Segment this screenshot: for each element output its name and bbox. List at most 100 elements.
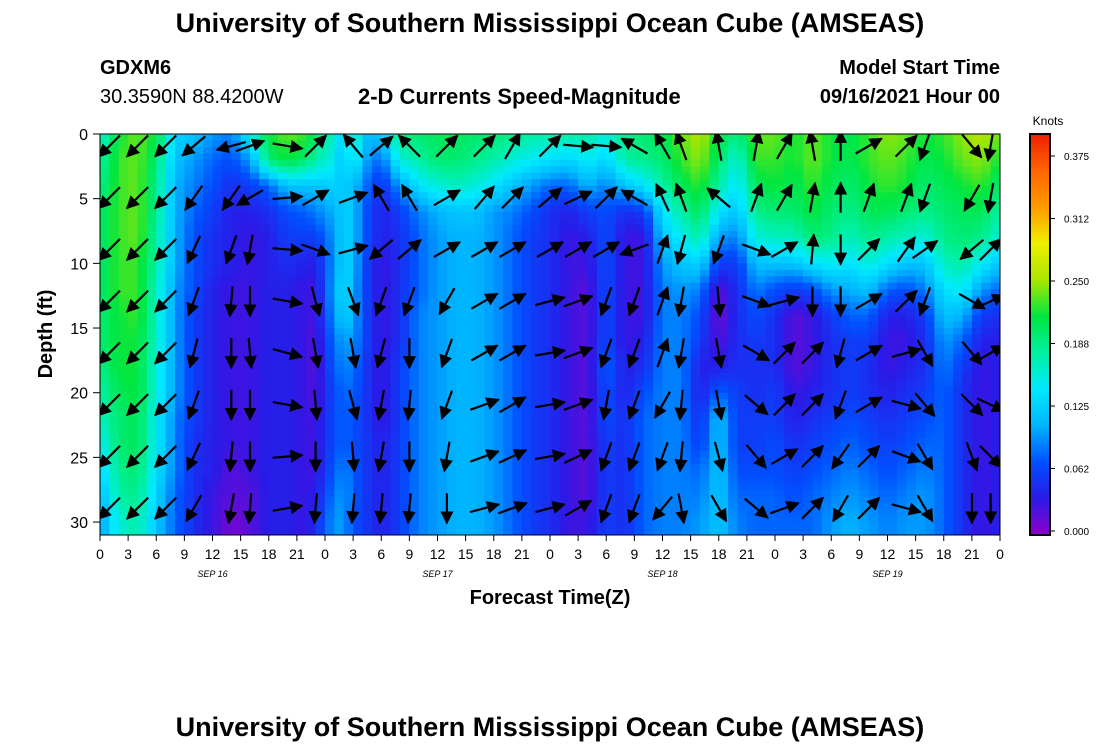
heat-cell xyxy=(737,224,748,232)
heat-cell xyxy=(250,528,260,535)
heat-cell xyxy=(784,256,795,264)
heat-cell xyxy=(268,450,279,458)
heat-cell xyxy=(475,373,485,381)
station-id: GDXM6 xyxy=(100,57,172,79)
heat-cell xyxy=(353,134,364,142)
heat-cell xyxy=(662,496,673,504)
heat-cell xyxy=(446,282,457,290)
heat-cell xyxy=(521,295,532,303)
heat-cell xyxy=(784,418,795,426)
heat-cell xyxy=(746,366,757,374)
heat-cell xyxy=(287,418,298,426)
heat-cell xyxy=(137,476,148,484)
heat-cell xyxy=(606,463,617,471)
heat-cell xyxy=(728,340,739,349)
heat-cell xyxy=(765,347,776,355)
heat-cell xyxy=(456,166,467,174)
heat-cell xyxy=(493,496,504,504)
heat-cell xyxy=(587,470,598,478)
heat-cell xyxy=(775,418,785,426)
heat-cell xyxy=(634,192,645,200)
heat-cell xyxy=(671,470,682,478)
heat-cell xyxy=(212,231,223,239)
heat-cell xyxy=(765,379,776,387)
heat-cell xyxy=(793,431,804,439)
heat-cell xyxy=(418,289,429,297)
heat-cell xyxy=(615,328,626,336)
heat-cell xyxy=(493,276,504,284)
heat-cell xyxy=(165,496,176,504)
heat-cell xyxy=(793,392,804,400)
heat-cell xyxy=(212,489,223,497)
heat-cell xyxy=(175,256,185,264)
heat-cell xyxy=(662,476,673,484)
heat-cell xyxy=(334,185,345,193)
heat-cell xyxy=(409,263,420,271)
heat-cell xyxy=(203,185,214,193)
heat-cell xyxy=(250,522,260,530)
heat-cell xyxy=(765,224,776,232)
heat-cell xyxy=(175,237,185,245)
heat-cell xyxy=(381,425,392,433)
heat-cell xyxy=(250,256,260,264)
heat-cell xyxy=(643,224,654,232)
heat-cell xyxy=(793,476,804,484)
heat-cell xyxy=(418,405,429,413)
heat-cell xyxy=(343,211,354,219)
heat-cell xyxy=(165,172,176,180)
heat-cell xyxy=(268,192,279,200)
heat-cell xyxy=(625,218,635,226)
heat-cell xyxy=(700,437,710,446)
heat-cell xyxy=(643,276,654,284)
heat-cell xyxy=(784,476,795,484)
heat-cell xyxy=(165,153,176,161)
heat-cell xyxy=(550,483,560,491)
heat-cell xyxy=(118,321,129,329)
heat-cell xyxy=(475,412,485,420)
heat-cell xyxy=(212,360,223,368)
heat-cell xyxy=(568,483,579,491)
heat-cell xyxy=(625,470,635,478)
heat-cell xyxy=(681,437,692,446)
heat-cell xyxy=(400,347,410,355)
heat-cell xyxy=(362,431,373,439)
heat-cell xyxy=(540,250,551,258)
heat-cell xyxy=(784,198,795,206)
heat-cell xyxy=(615,192,626,200)
heat-cell xyxy=(184,399,195,407)
heat-cell xyxy=(475,444,485,452)
heat-cell xyxy=(803,340,814,349)
heat-cell xyxy=(681,353,692,361)
heat-cell xyxy=(578,437,589,446)
heat-cell xyxy=(625,315,635,323)
heat-cell xyxy=(456,140,467,148)
heat-cell xyxy=(587,463,598,471)
heat-cell xyxy=(793,379,804,387)
heat-cell xyxy=(175,483,185,491)
heat-cell xyxy=(259,437,270,446)
heat-cell xyxy=(212,399,223,407)
heat-cell xyxy=(568,502,579,510)
heat-cell xyxy=(850,269,860,277)
heat-cell xyxy=(418,353,429,361)
heat-cell xyxy=(409,172,420,180)
heat-cell xyxy=(643,289,654,297)
heat-cell xyxy=(803,224,814,232)
heat-cell xyxy=(325,476,335,484)
heat-cell xyxy=(681,450,692,458)
heat-cell xyxy=(653,392,664,400)
heat-cell xyxy=(493,334,504,342)
heat-cell xyxy=(484,250,495,258)
heat-cell xyxy=(296,515,307,523)
heat-cell xyxy=(446,146,457,155)
heat-cell xyxy=(343,308,354,316)
heat-cell xyxy=(615,205,626,213)
heat-cell xyxy=(118,489,129,497)
heat-cell xyxy=(268,347,279,355)
heat-cell xyxy=(662,185,673,193)
heat-cell xyxy=(184,334,195,342)
heat-cell xyxy=(212,353,223,361)
heat-cell xyxy=(268,476,279,484)
heat-cell xyxy=(353,379,364,387)
heat-cell xyxy=(484,334,495,342)
